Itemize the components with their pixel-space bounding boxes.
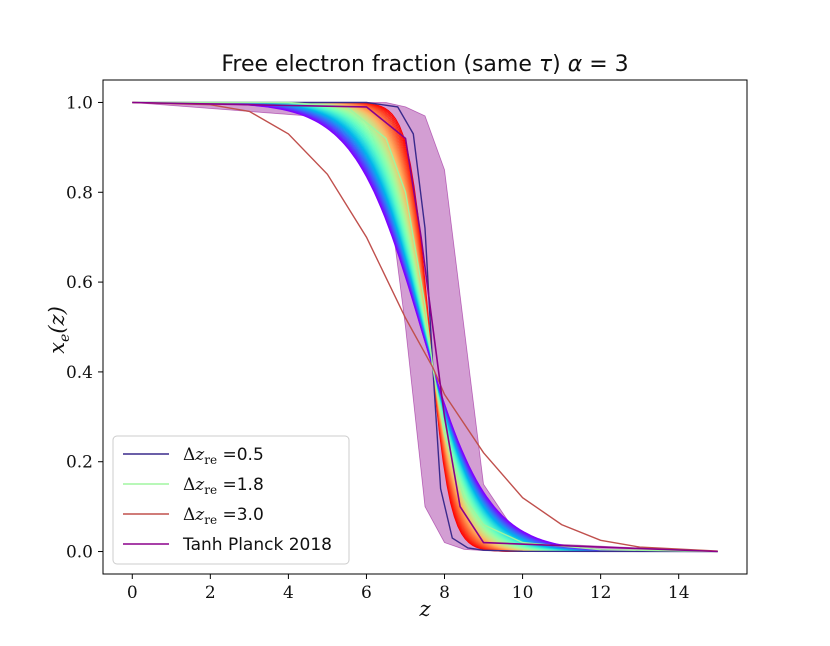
x-axis-label: z xyxy=(418,597,431,621)
series-line-2 xyxy=(132,101,718,552)
y-axis-label: xe(z) xyxy=(45,306,73,354)
legend-box xyxy=(112,435,350,565)
y-tick-label: 1.0 xyxy=(66,93,93,113)
y-tick-label: 0.2 xyxy=(66,453,93,473)
y-tick-label: 0.4 xyxy=(66,363,93,383)
legend-label: Δzre =1.8 xyxy=(183,475,264,497)
x-tick-label: 12 xyxy=(590,583,612,603)
legend-label: Δzre =0.5 xyxy=(183,445,264,467)
legend-label: Δzre =3.0 xyxy=(183,505,264,527)
y-tick-label: 0.0 xyxy=(66,543,93,563)
x-tick-label: 4 xyxy=(283,583,294,603)
chart-title: Free electron fraction (same τ) α = 3 xyxy=(221,52,628,77)
y-tick-label: 0.6 xyxy=(66,273,93,293)
x-tick-label: 0 xyxy=(127,583,138,603)
x-tick-label: 10 xyxy=(512,583,534,603)
x-tick-label: 14 xyxy=(668,583,690,603)
y-tick-label: 0.8 xyxy=(66,183,93,203)
plot-area xyxy=(132,101,718,553)
axes-frame xyxy=(102,79,748,575)
x-tick-label: 2 xyxy=(205,583,216,603)
legend-label: Tanh Planck 2018 xyxy=(182,535,332,555)
series-line-3 xyxy=(132,101,718,553)
ticks: 0 2 4 6 8 10 12 14 0.0 0.2 0.4 0.6 0.8 1.0 xyxy=(66,93,690,603)
x-tick-label: 6 xyxy=(361,583,372,603)
legend: Δzre =0.5 Δzre =1.8 Δzre =3.0 Tanh Planck 2… xyxy=(112,435,350,565)
x-tick-label: 8 xyxy=(439,583,450,603)
